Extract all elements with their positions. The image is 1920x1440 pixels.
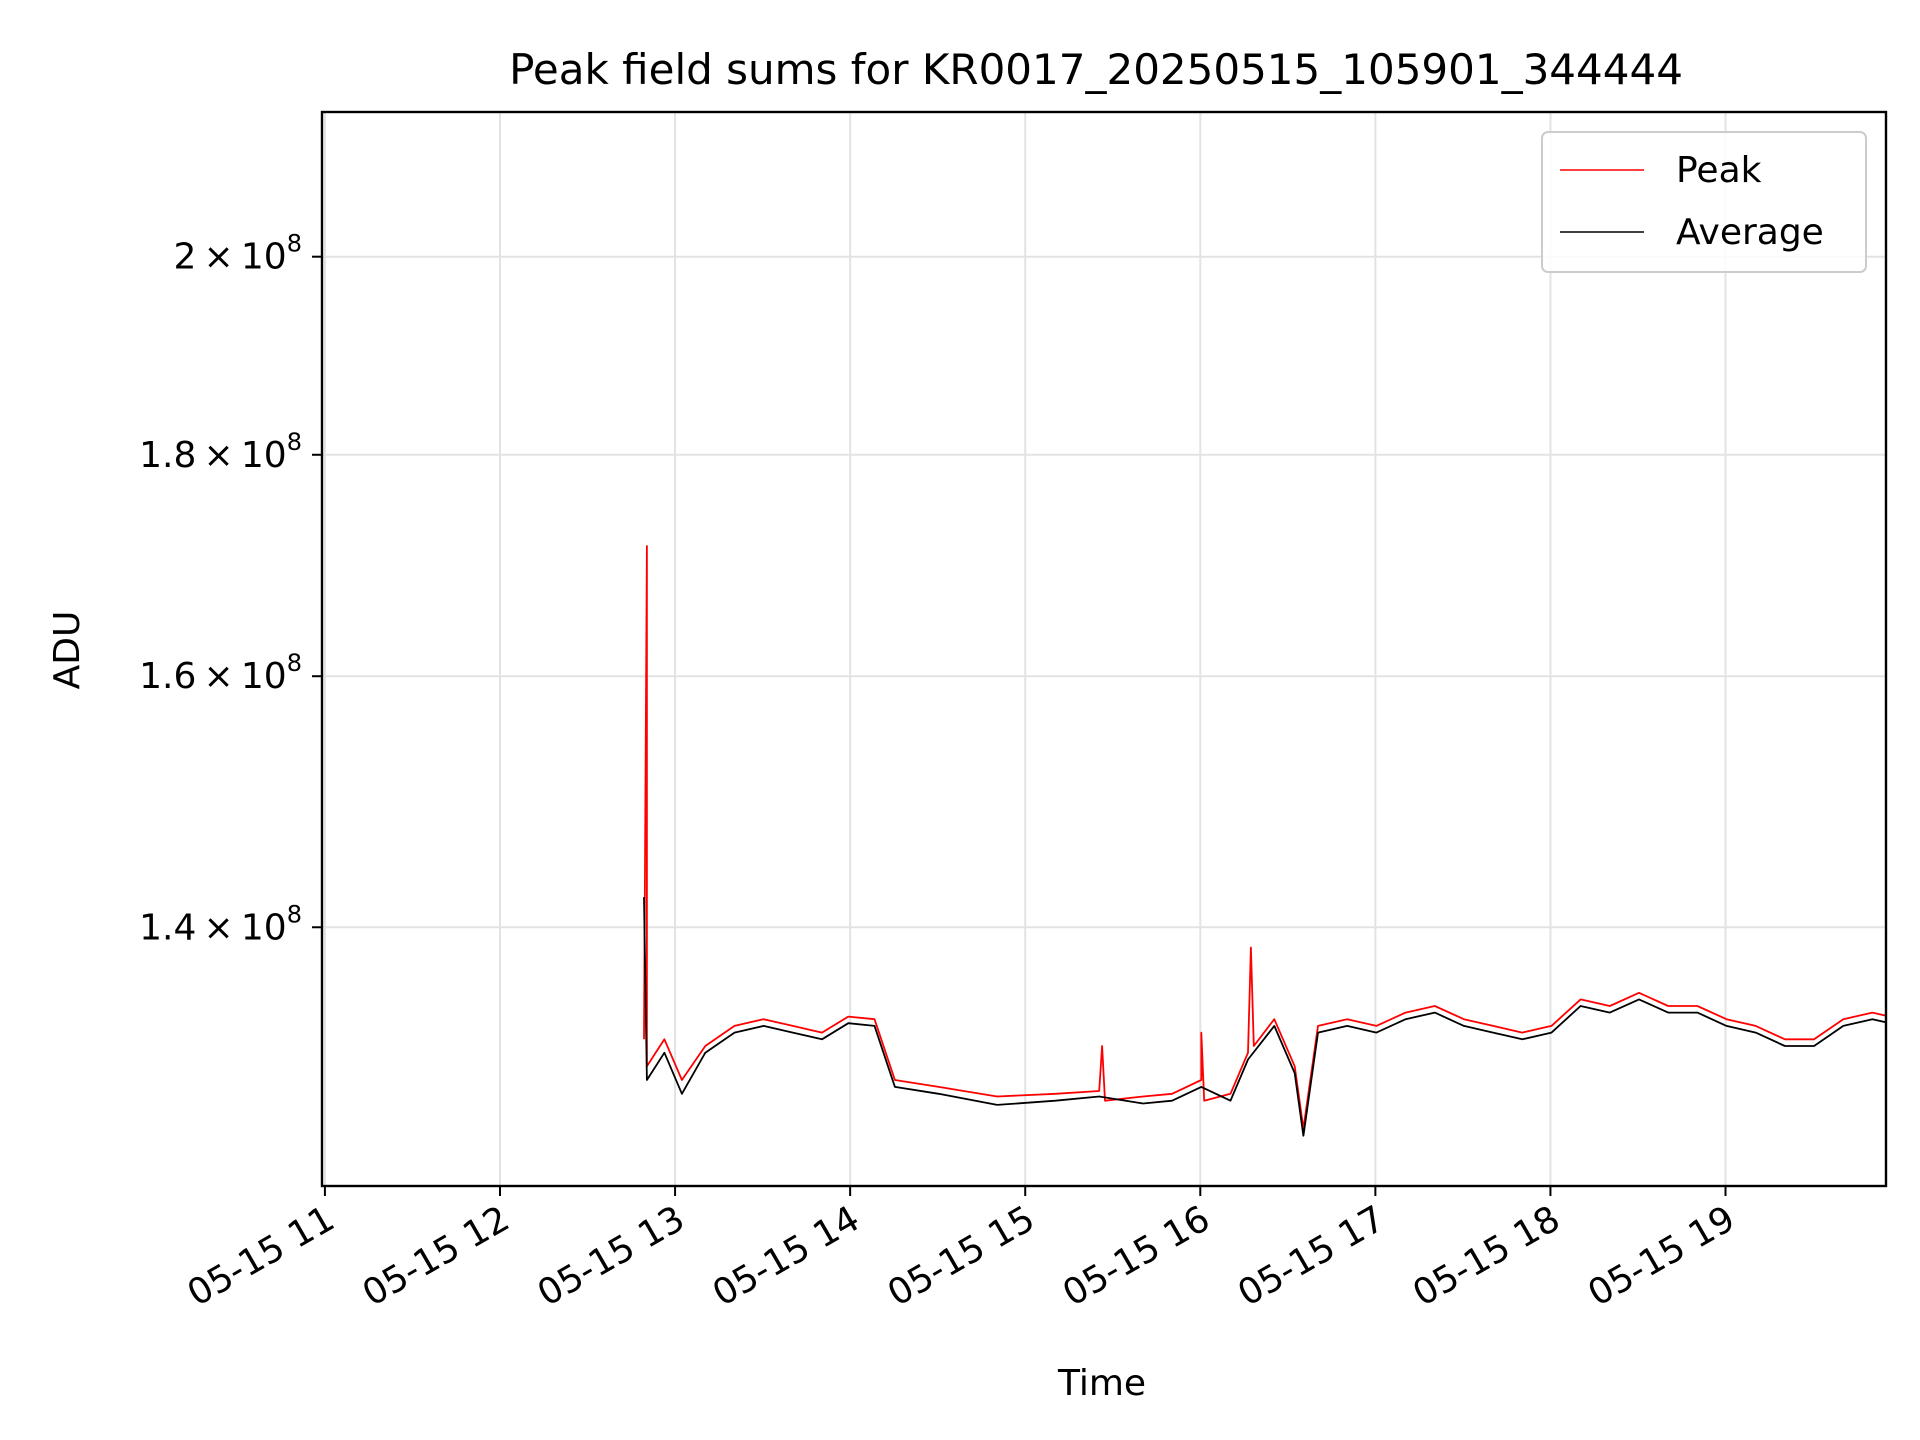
y-axis-label: ADU bbox=[47, 611, 88, 690]
legend-box bbox=[1541, 131, 1867, 273]
plot-area bbox=[643, 545, 1886, 1137]
y-axis: 1.4 × 108 1.6 × 108 1.8 × 108 2 × 108 bbox=[139, 230, 322, 948]
y-tick-label: 1.4 × 108 bbox=[139, 900, 302, 948]
series-line-average bbox=[643, 897, 1886, 1137]
y-gridlines bbox=[322, 255, 1886, 929]
y-tick-label: 1.8 × 108 bbox=[139, 428, 302, 476]
x-axis-label: Time bbox=[1057, 1363, 1146, 1404]
plot-frame bbox=[320, 110, 1888, 1188]
y-tick-label: 2 × 108 bbox=[173, 230, 302, 278]
legend-label-peak: Peak bbox=[1676, 150, 1762, 191]
x-gridlines bbox=[323, 112, 1727, 1186]
legend-label-average: Average bbox=[1676, 212, 1824, 253]
legend: Peak Average bbox=[1541, 131, 1867, 273]
series-line-peak bbox=[643, 545, 1886, 1130]
chart-title: Peak field sums for KR0017_20250515_1059… bbox=[509, 45, 1683, 94]
series-layer bbox=[643, 545, 1886, 1137]
y-tick-label: 1.6 × 108 bbox=[139, 649, 302, 697]
